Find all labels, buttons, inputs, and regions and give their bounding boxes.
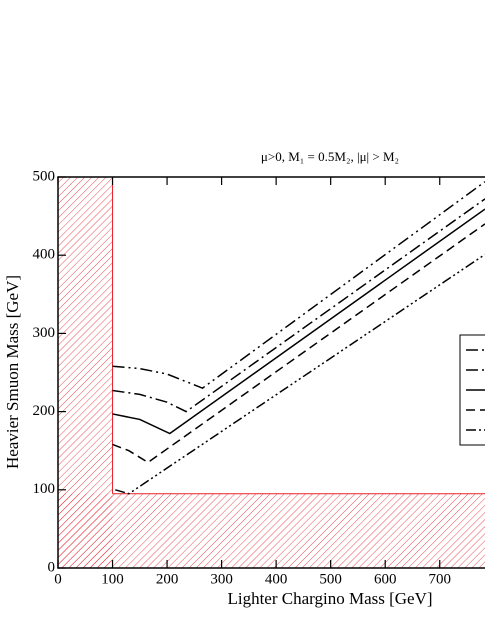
x-tick-label: 300 [210,571,233,587]
clear-region [112,177,485,494]
x-tick-label: 500 [319,571,342,587]
x-axis-label: Lighter Chargino Mass [GeV] [227,589,432,608]
series-line [112,198,485,413]
x-tick-label: 200 [156,571,179,587]
series-line [112,208,485,435]
x-tick-label: 0 [54,571,62,587]
plot-area [58,177,485,568]
chart-title: μ>0, M₁ = 0.5M₂, |μ| > M₂ [261,149,399,164]
series-line [112,223,485,464]
plot-frame [57,176,485,569]
x-tick-label: 600 [374,571,397,587]
y-tick-label: 300 [33,325,56,341]
x-tick-label: 100 [101,571,124,587]
axes: 0 100 200 300 400 500 600 700 0 100 200 300 400 500 [33,168,485,587]
y-tick-label: 0 [48,559,56,575]
excluded-region [58,493,485,568]
y-tick-label: 200 [33,403,56,419]
y-tick-label: 400 [33,247,56,263]
y-tick-label: 500 [33,168,56,184]
x-tick-label: 700 [428,571,451,587]
series-line [115,253,485,495]
y-tick-label: 100 [33,481,56,497]
y-axis-label: Heavier Smuon Mass [GeV] [3,275,22,469]
x-tick-label: 400 [265,571,288,587]
